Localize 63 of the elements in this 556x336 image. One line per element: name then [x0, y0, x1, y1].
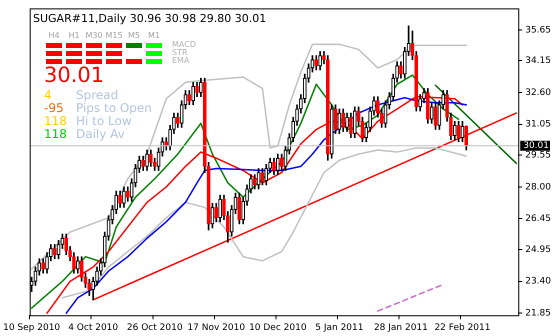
x-tick-label: 5 Jan 2011 [315, 322, 364, 333]
x-tick-label: 28 Jan 2011 [374, 322, 428, 333]
y-tick-label: 26.45 [525, 214, 551, 224]
annotation: -95 [44, 101, 64, 115]
candlestick [276, 154, 280, 175]
y-tick-label: 28.00 [525, 182, 552, 192]
annotation: H4 [47, 31, 61, 40]
candlestick [456, 120, 460, 142]
y-tick-label: 29.55 [525, 150, 551, 160]
candlestick [210, 203, 214, 228]
annotation: EMA [172, 56, 190, 65]
y-tick-label: 34.15 [525, 56, 551, 66]
candlestick [122, 186, 126, 208]
annotation: MACD [172, 40, 196, 49]
y-tick-label: 24.95 [525, 244, 551, 255]
annotation: STR [172, 48, 188, 57]
candlestick [145, 150, 149, 171]
y-tick-label: 31.05 [525, 120, 551, 130]
y-tick-label: 21.85 [525, 308, 551, 318]
annotation: 4 [44, 88, 52, 102]
candlestick [430, 102, 434, 124]
candlestick [452, 120, 457, 140]
candlestick [126, 186, 130, 202]
ref-line-label: 30.01 [523, 141, 549, 152]
y-tick-label: 32.60 [525, 88, 552, 98]
candlestick [76, 256, 80, 274]
candlestick [434, 102, 438, 130]
annotation: Daily Av [76, 127, 125, 141]
annotation: M1 [147, 31, 161, 40]
annotation: 118 [44, 114, 67, 128]
candlestick [52, 244, 57, 260]
candlestick [256, 168, 260, 190]
annotation: M30 [84, 31, 104, 40]
x-tick-label: 22 Feb 2011 [434, 322, 490, 333]
x-tick-label: 4 Oct 2010 [68, 322, 118, 333]
x-tick-label: 26 Oct 2010 [126, 322, 183, 333]
candlestick [214, 203, 218, 222]
candlestick [41, 258, 45, 274]
candlestick [272, 158, 276, 175]
y-tick-label: 35.65 [525, 25, 551, 36]
candlestick [338, 108, 342, 134]
chart-title: SUGAR#11,Daily 30.96 30.98 29.80 30.01 [33, 12, 266, 25]
x-tick-label: 17 Nov 2010 [187, 322, 246, 333]
candlestick [345, 112, 349, 132]
annotation: Hi to Low [76, 114, 132, 128]
x-tick-label: 10 Dec 2010 [249, 322, 307, 333]
annotation: Pips to Open [76, 101, 152, 115]
annotation: Spread [76, 88, 118, 102]
candlestick [260, 168, 264, 186]
annotation: M5 [127, 31, 141, 40]
annotation: H1 [67, 31, 81, 40]
candlestick [195, 82, 199, 97]
candlestick [349, 112, 353, 138]
candlestick [352, 106, 357, 138]
candlestick [341, 108, 346, 132]
x-tick-label: 10 Sep 2010 [3, 322, 60, 333]
annotation: 30.01 [44, 63, 104, 87]
candlestick [199, 78, 203, 97]
y-tick-label: 23.40 [525, 276, 552, 287]
annotation: 118 [44, 127, 67, 141]
candlestick [460, 120, 464, 142]
annotation: M15 [104, 31, 124, 40]
candlestick [191, 82, 196, 106]
